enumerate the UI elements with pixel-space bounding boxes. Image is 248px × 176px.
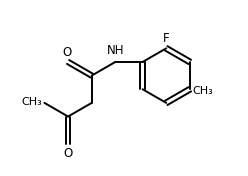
Text: F: F bbox=[163, 32, 170, 45]
Text: CH₃: CH₃ bbox=[22, 97, 42, 107]
Text: NH: NH bbox=[107, 45, 124, 58]
Text: O: O bbox=[63, 147, 73, 160]
Text: O: O bbox=[62, 46, 71, 59]
Text: CH₃: CH₃ bbox=[193, 86, 214, 96]
